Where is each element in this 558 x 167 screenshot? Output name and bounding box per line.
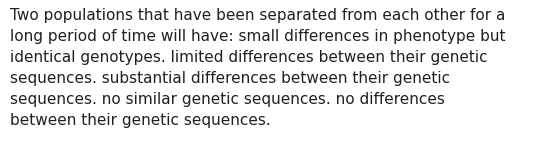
Text: Two populations that have been separated from each other for a
long period of ti: Two populations that have been separated… bbox=[10, 8, 506, 128]
